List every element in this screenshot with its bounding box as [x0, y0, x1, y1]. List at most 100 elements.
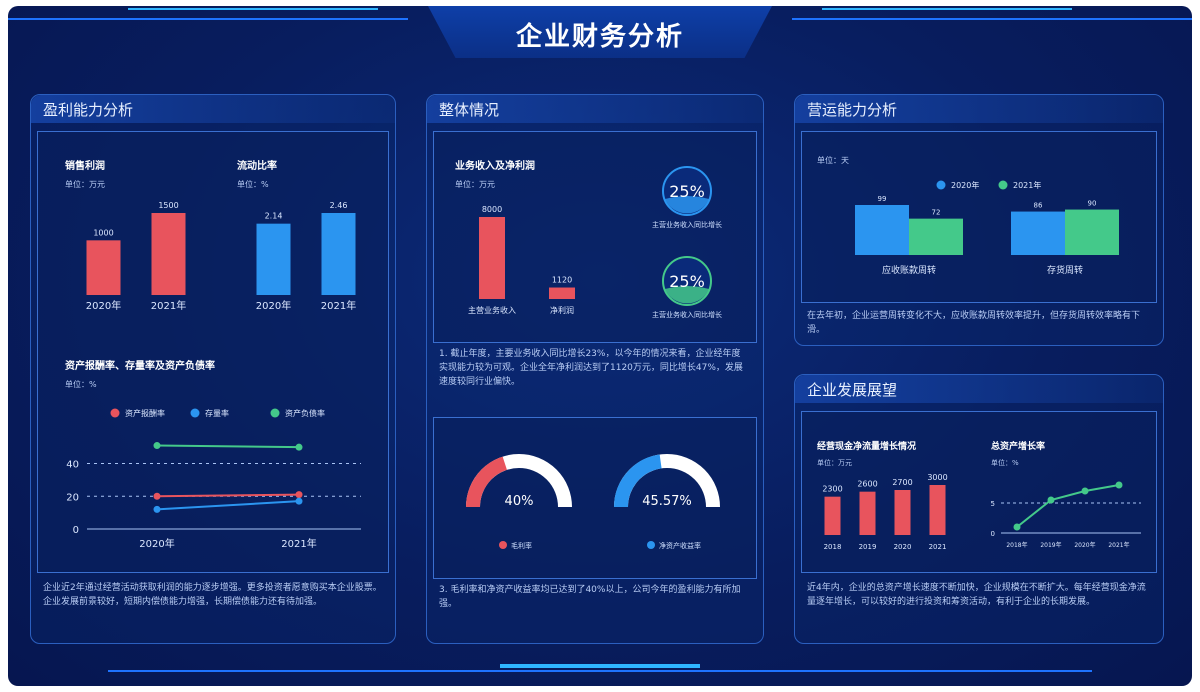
bar — [549, 287, 575, 299]
gauge-label: 净资产收益率 — [659, 541, 701, 550]
gauge-legend-marker — [499, 541, 507, 549]
chart-title: 流动比率 — [237, 159, 277, 172]
bar — [256, 223, 291, 295]
bar-value-label: 1500 — [158, 201, 178, 210]
bar — [151, 213, 186, 295]
bar — [824, 496, 841, 535]
gauge-label: 毛利率 — [511, 541, 532, 550]
legend-label: 2021年 — [1013, 180, 1041, 190]
x-tick-label: 2020年 — [139, 537, 174, 550]
y-tick-label: 0 — [73, 525, 79, 536]
panel-title: 整体情况 — [439, 101, 500, 119]
series-point — [295, 491, 303, 499]
legend-label: 资产报酬率 — [125, 408, 165, 418]
category-label: 2021年 — [321, 299, 356, 312]
operation-note: 在去年初，企业运营周转变化不大，应收账款周转效率提升，但存货周转效率略有下滑。 — [807, 311, 1141, 335]
x-tick-label: 2018年 — [1006, 541, 1027, 549]
bar-value-label: 1120 — [552, 276, 572, 285]
series-line — [1016, 484, 1120, 528]
legend-label: 2020年 — [951, 180, 979, 190]
y-tick-label: 0 — [991, 530, 995, 538]
overall-note-2: 3. 毛利率和净资产收益率均已达到了40%以上，公司今年的盈利能力有所加强。 — [439, 585, 741, 609]
series-line — [156, 500, 300, 511]
bar-value-label: 72 — [932, 209, 941, 217]
unit-label: 单位：天 — [817, 155, 849, 165]
unit-label: 单位：% — [991, 458, 1019, 467]
panel-title: 盈利能力分析 — [43, 101, 134, 119]
operation-charts: 单位：天 2020年 2021年 99 72 应收账款周转 86 90 存货周转 — [817, 155, 1119, 276]
gauge-area — [433, 417, 757, 579]
category-label: 主营业务收入 — [468, 305, 516, 315]
bar — [321, 213, 356, 295]
unit-label: 单位：% — [237, 179, 269, 189]
bar-value-label: 3000 — [927, 473, 947, 482]
bar — [1011, 211, 1065, 255]
bar — [929, 485, 946, 535]
bar — [909, 218, 963, 255]
legend-marker — [190, 408, 200, 418]
bar — [479, 217, 505, 299]
series-point — [1047, 496, 1055, 504]
panel-profitability: 盈利能力分析 销售利润 单位：万元 1000 2020年 1500 2021年 流动比率 单位… — [30, 94, 396, 644]
category-label: 2021 — [929, 543, 947, 551]
series-point — [1115, 481, 1123, 489]
chart-title: 资产报酬率、存量率及资产负债率 — [65, 359, 215, 372]
development-note: 近4年内，企业的总资产增长速度不断加快，企业规模在不断扩大。每年经营现金净流量逐… — [807, 583, 1146, 607]
unit-label: 单位：% — [65, 379, 97, 389]
series-point — [153, 505, 161, 513]
category-label: 净利润 — [550, 305, 574, 315]
category-label: 2019 — [859, 543, 877, 551]
category-label: 2021年 — [151, 299, 186, 312]
x-tick-label: 2021年 — [1108, 541, 1129, 549]
title-plate — [428, 6, 772, 58]
y-tick-label: 5 — [991, 500, 995, 508]
unit-label: 单位：万元 — [65, 179, 105, 189]
bar — [855, 205, 909, 255]
chart-title: 业务收入及净利润 — [455, 159, 535, 172]
series-point — [1013, 523, 1021, 531]
x-tick-label: 2020年 — [1074, 541, 1095, 549]
growth-value: 25% — [669, 182, 705, 201]
bar-value-label: 1000 — [93, 228, 113, 237]
series-point — [295, 443, 303, 451]
bar — [859, 491, 876, 535]
legend-marker — [110, 408, 120, 418]
series-point — [153, 492, 161, 500]
panel-title: 营运能力分析 — [807, 101, 898, 119]
unit-label: 单位：万元 — [817, 458, 852, 467]
series-line — [156, 444, 300, 449]
unit-label: 单位：万元 — [455, 179, 495, 189]
dashboard-frame: 企业财务分析 盈利能力分析 销售利润 单位：万元 1000 2020年 1500 2021… — [8, 6, 1192, 686]
panel-overall: 整体情况 1. 截止年度，主要业务收入同比增长23%，以今年的情况来看，企业经年… — [426, 94, 764, 644]
bar — [86, 240, 121, 295]
growth-circle-fill — [665, 196, 709, 214]
bar — [1065, 209, 1119, 255]
bar-value-label: 2300 — [822, 485, 842, 494]
gauge-value: 45.57% — [642, 494, 692, 509]
series-point — [153, 442, 161, 450]
page-title: 企业财务分析 — [515, 22, 684, 52]
bar-value-label: 99 — [878, 195, 887, 203]
bar — [894, 490, 911, 535]
category-label: 应收账款周转 — [882, 264, 936, 276]
chart-title: 总资产增长率 — [991, 440, 1045, 452]
gauge-fill — [466, 456, 508, 508]
category-label: 存货周转 — [1047, 264, 1083, 276]
panel-title: 企业发展展望 — [807, 381, 898, 399]
panel-development: 企业发展展望 经营现金净流量增长情况 单位：万元 2300 2018 2600 2019 2… — [794, 374, 1164, 644]
growth-value: 25% — [669, 272, 705, 291]
growth-label: 主营业务收入同比增长 — [652, 220, 722, 229]
series-point — [1081, 487, 1089, 495]
overall-note-1: 1. 截止年度，主要业务收入同比增长23%，以今年的情况来看，企业经年度实现能力… — [439, 349, 743, 387]
profit-note: 企业近2年通过经营活动获取利润的能力逐步增强。更多投资者愿意购买本企业股票。企业… — [43, 583, 382, 607]
series-line — [156, 493, 300, 498]
footer-decoration — [108, 662, 1092, 682]
bar-value-label: 2.46 — [330, 201, 348, 210]
legend-label: 资产负债率 — [285, 408, 325, 418]
category-label: 2020年 — [256, 299, 291, 312]
bar-value-label: 2700 — [892, 478, 912, 487]
gauge-value: 40% — [505, 494, 534, 509]
bar-value-label: 90 — [1088, 200, 1097, 208]
bar-value-label: 2600 — [857, 480, 877, 489]
